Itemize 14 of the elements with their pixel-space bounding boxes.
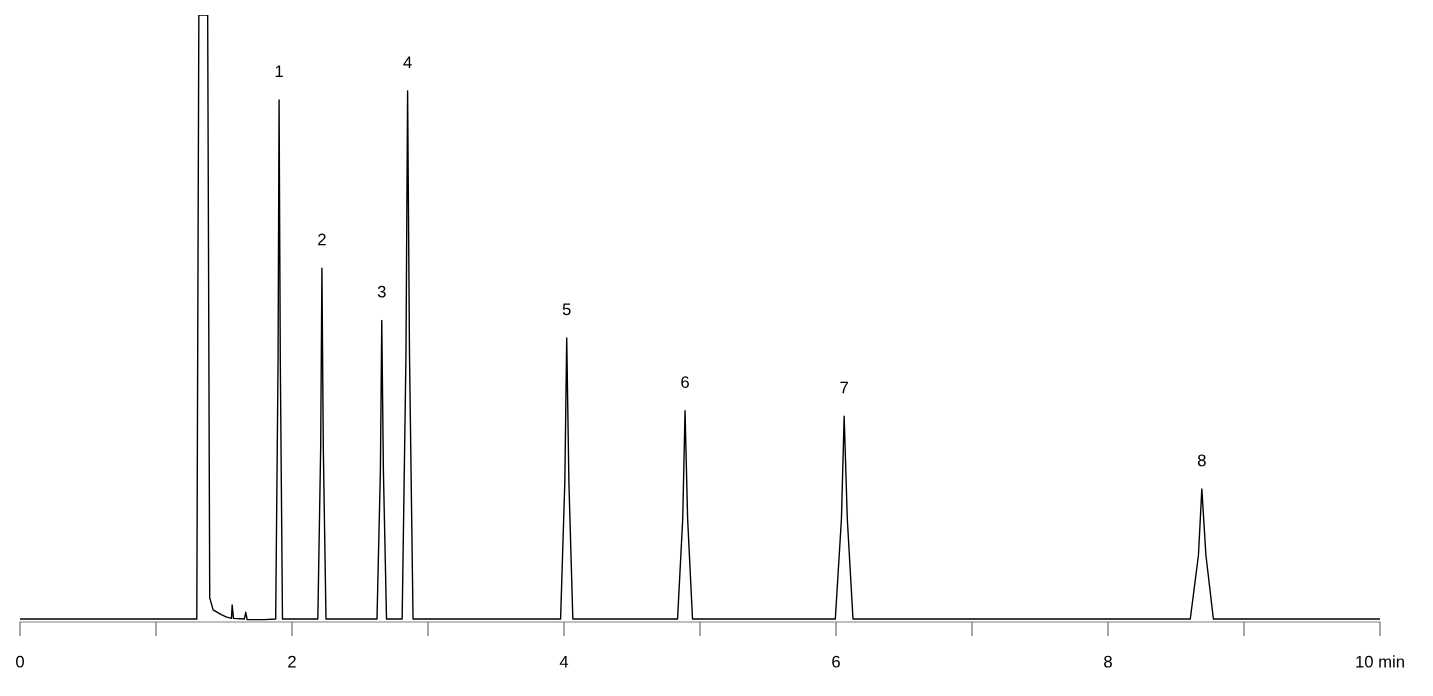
annotation: 6: [681, 376, 689, 389]
annotation: 7: [840, 381, 848, 394]
annotation: 8: [1197, 454, 1206, 467]
x-tick-label: 8: [1104, 655, 1112, 668]
annotation: 2: [318, 233, 326, 246]
x-tick-label: 6: [832, 655, 840, 668]
annotation: 4: [403, 56, 412, 68]
x-tick-label: 2: [288, 655, 296, 668]
x-tick-label: 0: [16, 655, 24, 668]
x-tick-label: 10 min: [1356, 655, 1404, 668]
x-tick-label: 4: [559, 655, 569, 668]
annotation: 3: [377, 285, 386, 298]
annotation: 5: [562, 303, 571, 316]
annotation: 1: [275, 65, 283, 78]
